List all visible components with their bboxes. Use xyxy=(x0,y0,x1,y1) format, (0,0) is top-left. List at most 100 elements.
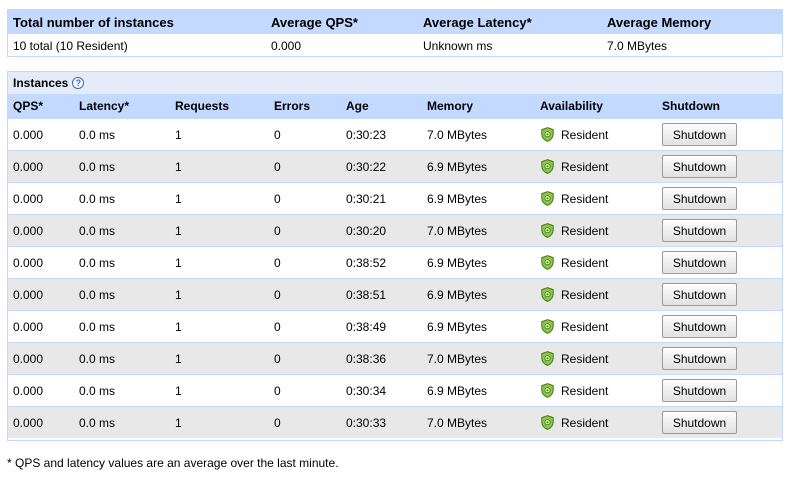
latency-cell: 0.0 ms xyxy=(79,351,116,366)
qps-cell: 0.000 xyxy=(13,223,44,238)
requests-cell: 1 xyxy=(175,127,182,142)
qps-cell: 0.000 xyxy=(13,191,44,206)
availability-cell: Resident xyxy=(541,279,608,310)
availability-label: Resident xyxy=(561,383,609,398)
qps-cell: 0.000 xyxy=(13,383,44,398)
memory-cell: 7.0 MBytes xyxy=(427,127,488,142)
resident-shield-icon xyxy=(541,223,554,238)
qps-cell: 0.000 xyxy=(13,415,44,430)
requests-cell: 1 xyxy=(175,351,182,366)
memory-cell: 7.0 MBytes xyxy=(427,415,488,430)
column-header-shutdown: Shutdown xyxy=(662,99,720,113)
availability-cell: Resident xyxy=(541,343,608,374)
age-cell: 0:30:21 xyxy=(346,191,387,206)
shutdown-button[interactable]: Shutdown xyxy=(662,219,737,242)
latency-cell: 0.0 ms xyxy=(79,223,116,238)
help-icon[interactable]: ? xyxy=(72,77,85,89)
errors-cell: 0 xyxy=(274,223,281,238)
instances-table: Instances ? QPS* Latency* Requests Error… xyxy=(7,71,783,441)
resident-shield-icon xyxy=(541,255,554,270)
resident-shield-icon xyxy=(541,287,554,302)
instances-title-text: Instances xyxy=(13,76,69,90)
requests-cell: 1 xyxy=(175,319,182,334)
table-row: 0.000 0.0 ms 1 0 0:30:21 6.9 MBytes Resident Sh… xyxy=(8,182,782,214)
column-header-errors: Errors xyxy=(274,99,311,113)
shutdown-cell: Shutdown xyxy=(662,247,737,278)
latency-cell: 0.0 ms xyxy=(79,319,116,334)
column-header-qps: QPS* xyxy=(13,99,44,113)
age-cell: 0:38:36 xyxy=(346,351,387,366)
instances-title-bar: Instances ? xyxy=(8,72,782,94)
shutdown-cell: Shutdown xyxy=(662,343,737,374)
availability-cell: Resident xyxy=(541,119,608,150)
summary-latency-value: Unknown ms xyxy=(423,38,493,53)
shutdown-button[interactable]: Shutdown xyxy=(662,347,737,370)
memory-cell: 7.0 MBytes xyxy=(427,351,488,366)
table-row: 0.000 0.0 ms 1 0 0:30:22 6.9 MBytes Resident Sh… xyxy=(8,150,782,182)
summary-memory-value: 7.0 MBytes xyxy=(607,38,668,53)
availability-label: Resident xyxy=(561,415,609,430)
availability-cell: Resident xyxy=(541,151,608,182)
shutdown-button[interactable]: Shutdown xyxy=(662,251,737,274)
qps-cell: 0.000 xyxy=(13,351,44,366)
age-cell: 0:30:34 xyxy=(346,383,387,398)
resident-shield-icon xyxy=(541,127,554,142)
summary-qps-value: 0.000 xyxy=(271,38,302,53)
memory-cell: 6.9 MBytes xyxy=(427,159,488,174)
errors-cell: 0 xyxy=(274,287,281,302)
shutdown-cell: Shutdown xyxy=(662,407,737,438)
requests-cell: 1 xyxy=(175,223,182,238)
summary-header-row: Total number of instances Average QPS* A… xyxy=(8,10,782,34)
requests-cell: 1 xyxy=(175,255,182,270)
resident-shield-icon xyxy=(541,351,554,366)
memory-cell: 6.9 MBytes xyxy=(427,319,488,334)
availability-cell: Resident xyxy=(541,375,608,406)
shutdown-button[interactable]: Shutdown xyxy=(662,379,737,402)
shutdown-cell: Shutdown xyxy=(662,375,737,406)
column-header-requests: Requests xyxy=(175,99,230,113)
memory-cell: 6.9 MBytes xyxy=(427,383,488,398)
age-cell: 0:30:33 xyxy=(346,415,387,430)
table-row: 0.000 0.0 ms 1 0 0:38:52 6.9 MBytes Resident Sh… xyxy=(8,246,782,278)
age-cell: 0:38:49 xyxy=(346,319,387,334)
requests-cell: 1 xyxy=(175,159,182,174)
shutdown-button[interactable]: Shutdown xyxy=(662,283,737,306)
resident-shield-icon xyxy=(541,319,554,334)
availability-label: Resident xyxy=(561,351,609,366)
requests-cell: 1 xyxy=(175,383,182,398)
shutdown-button[interactable]: Shutdown xyxy=(662,315,737,338)
latency-cell: 0.0 ms xyxy=(79,415,116,430)
summary-header-memory: Average Memory xyxy=(607,14,712,30)
shutdown-cell: Shutdown xyxy=(662,151,737,182)
errors-cell: 0 xyxy=(274,191,281,206)
resident-shield-icon xyxy=(541,159,554,174)
shutdown-button[interactable]: Shutdown xyxy=(662,411,737,434)
instances-title: Instances ? xyxy=(13,72,85,94)
availability-label: Resident xyxy=(561,191,609,206)
latency-cell: 0.0 ms xyxy=(79,383,116,398)
shutdown-button[interactable]: Shutdown xyxy=(662,187,737,210)
requests-cell: 1 xyxy=(175,415,182,430)
errors-cell: 0 xyxy=(274,255,281,270)
summary-table: Total number of instances Average QPS* A… xyxy=(7,9,783,57)
table-row: 0.000 0.0 ms 1 0 0:30:23 7.0 MBytes Resident Sh… xyxy=(8,118,782,150)
shutdown-cell: Shutdown xyxy=(662,215,737,246)
availability-label: Resident xyxy=(561,255,609,270)
table-row: 0.000 0.0 ms 1 0 0:38:49 6.9 MBytes Resident Sh… xyxy=(8,310,782,342)
latency-cell: 0.0 ms xyxy=(79,287,116,302)
table-row: 0.000 0.0 ms 1 0 0:30:20 7.0 MBytes Resident Sh… xyxy=(8,214,782,246)
resident-shield-icon xyxy=(541,191,554,206)
summary-header-qps: Average QPS* xyxy=(271,14,358,30)
availability-cell: Resident xyxy=(541,183,608,214)
instances-body: 0.000 0.0 ms 1 0 0:30:23 7.0 MBytes Resident Sh… xyxy=(8,118,782,438)
shutdown-button[interactable]: Shutdown xyxy=(662,123,737,146)
shutdown-button[interactable]: Shutdown xyxy=(662,155,737,178)
requests-cell: 1 xyxy=(175,191,182,206)
availability-label: Resident xyxy=(561,127,609,142)
table-row: 0.000 0.0 ms 1 0 0:38:36 7.0 MBytes Resident Sh… xyxy=(8,342,782,374)
qps-cell: 0.000 xyxy=(13,127,44,142)
shutdown-cell: Shutdown xyxy=(662,311,737,342)
memory-cell: 6.9 MBytes xyxy=(427,287,488,302)
summary-header-total: Total number of instances xyxy=(13,14,174,30)
availability-label: Resident xyxy=(561,223,609,238)
